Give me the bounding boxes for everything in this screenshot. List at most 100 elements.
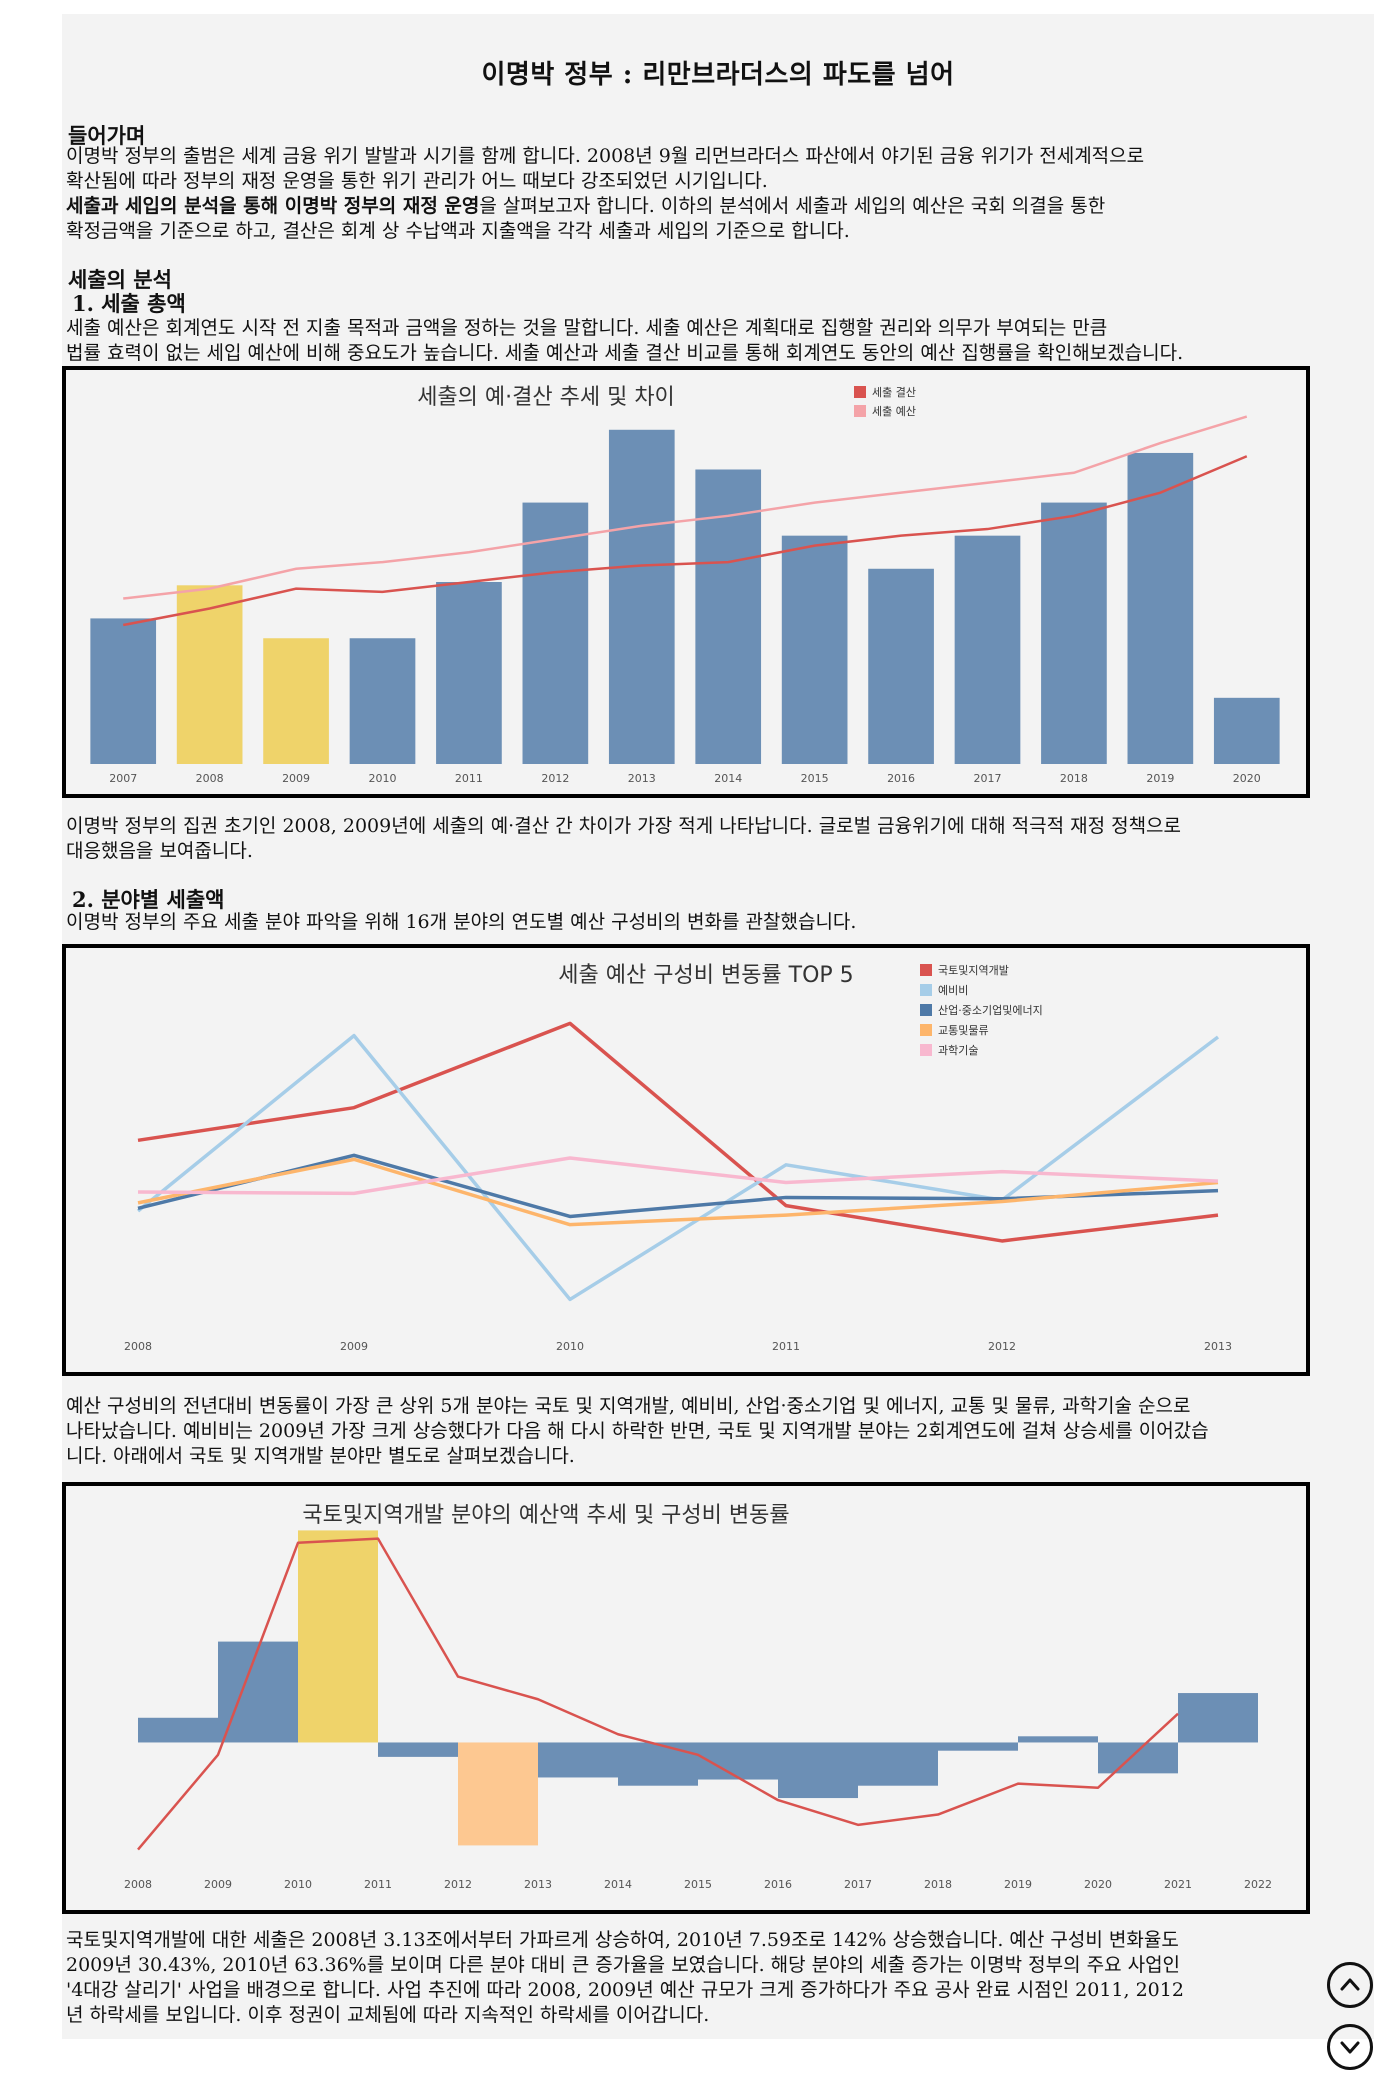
chart3-tick-2020: 2020 xyxy=(1084,1878,1112,1891)
chart1-bar-2019 xyxy=(1127,452,1194,764)
chart1-line-budget xyxy=(123,415,1248,600)
chart1-tick-2017: 2017 xyxy=(974,772,1002,785)
chart3-tick-2016: 2016 xyxy=(764,1878,792,1891)
chart2-legend-label-2: 산업·중소기업및에너지 xyxy=(938,1004,1043,1017)
chart1-bar-2014 xyxy=(695,469,762,764)
chart1-tick-2013: 2013 xyxy=(628,772,656,785)
chart3-tick-2010: 2010 xyxy=(284,1878,312,1891)
chart2-series-line-4 xyxy=(137,1156,1219,1196)
chart1-tick-2011: 2011 xyxy=(455,772,483,785)
chart3-bar-2010 xyxy=(298,1530,378,1743)
chart1-tick-2009: 2009 xyxy=(282,772,310,785)
section-heading-expenditure: 세출의 분석 xyxy=(68,267,172,292)
chart1-tick-2018: 2018 xyxy=(1060,772,1088,785)
chart2-caption: 예산 구성비의 전년대비 변동률이 가장 큰 상위 5개 분야는 국토 및 지역… xyxy=(66,1394,1326,1469)
chart1-tick-2010: 2010 xyxy=(369,772,397,785)
chart2-tick-2013: 2013 xyxy=(1204,1340,1232,1353)
chart1-tick-2015: 2015 xyxy=(801,772,829,785)
chart2-legend-label-3: 교통및물류 xyxy=(938,1024,989,1037)
chart1-caption: 이명박 정부의 집권 초기인 2008, 2009년에 세출의 예·결산 간 차… xyxy=(66,814,1326,864)
chart3-caption: 국토및지역개발에 대한 세출은 2008년 3.13조에서부터 가파르게 상승하… xyxy=(66,1928,1326,2028)
chart2-series-line-2 xyxy=(137,1153,1219,1219)
chart3-bar-2016 xyxy=(778,1742,858,1799)
chart2-legend-label-0: 국토및지역개발 xyxy=(938,964,1009,977)
chart3-tick-2013: 2013 xyxy=(524,1878,552,1891)
intro-line-3: 세출과 세입의 분석을 통해 이명박 정부의 재정 운영을 살펴보고자 합니다.… xyxy=(66,194,1326,219)
intro-paragraph: 이명박 정부의 출범은 세계 금융 위기 발발과 시기를 함께 합니다. 200… xyxy=(66,144,1326,244)
subheading-sector-expenditure: 2. 분야별 세출액 xyxy=(72,887,225,912)
chart2-tick-2010: 2010 xyxy=(556,1340,584,1353)
chart3-ratio-line xyxy=(137,1537,1179,1851)
chart3-bar-2011 xyxy=(378,1742,458,1757)
para-line: 이명박 정부의 주요 세출 분야 파악을 위해 16개 분야의 연도별 예산 구… xyxy=(66,911,857,933)
chart3-bar-2013 xyxy=(538,1742,618,1778)
page-title: 이명박 정부 : 리만브라더스의 파도를 넘어 xyxy=(481,60,955,90)
sector-paragraph: 이명박 정부의 주요 세출 분야 파악을 위해 16개 분야의 연도별 예산 구… xyxy=(66,910,1326,935)
chart3-bar-2020 xyxy=(1098,1742,1178,1774)
chart2-title: 세출 예산 구성비 변동률 TOP 5 xyxy=(558,963,853,988)
page-panel: 이명박 정부 : 리만브라더스의 파도를 넘어 들어가며 이명박 정부의 출범은… xyxy=(62,14,1374,2039)
chart3-tick-2018: 2018 xyxy=(924,1878,952,1891)
total-expenditure-paragraph: 세출 예산은 회계연도 시작 전 지출 목적과 금액을 정하는 것을 말합니다.… xyxy=(66,316,1326,366)
chart1-tick-2020: 2020 xyxy=(1233,772,1261,785)
chart1-tick-2016: 2016 xyxy=(887,772,915,785)
chart1-title: 세출의 예·결산 추세 및 차이 xyxy=(417,385,675,410)
chart2-legend-label-4: 과학기술 xyxy=(938,1044,978,1057)
chart1-bar-2017 xyxy=(954,535,1021,764)
chart3-tick-2021: 2021 xyxy=(1164,1878,1192,1891)
chart3-bar-2021 xyxy=(1178,1693,1258,1743)
intro-line-2: 확산됨에 따라 정부의 재정 운영을 통한 위기 관리가 어느 때보다 강조되었… xyxy=(66,170,768,192)
chart3-tick-2009: 2009 xyxy=(204,1878,232,1891)
chevron-down-icon xyxy=(1340,2041,1360,2054)
chart1-legend-label-1: 세출 예산 xyxy=(872,405,916,418)
chart2-legend-swatch-1 xyxy=(920,984,932,996)
chart1-legend-label-0: 세출 결산 xyxy=(872,386,916,399)
chart1-bar-2011 xyxy=(436,582,502,764)
chart1-bar-2020 xyxy=(1213,697,1280,764)
chart3-bar-2008 xyxy=(138,1717,218,1743)
chart1-bar-2013 xyxy=(608,429,675,764)
chart2-tick-2011: 2011 xyxy=(772,1340,800,1353)
chart3-tick-2012: 2012 xyxy=(444,1878,472,1891)
chart1-bar-2008 xyxy=(176,585,243,764)
scroll-up-button[interactable] xyxy=(1327,1962,1373,2008)
chart1-tick-2014: 2014 xyxy=(714,772,742,785)
chart3-bar-2009 xyxy=(218,1641,298,1743)
chart2-svg: 세출 예산 구성비 변동률 TOP 5 2008 2009 2010 2011 2012 2… xyxy=(124,963,1232,1353)
para-line: 년 하락세를 보입니다. 이후 정권이 교체됨에 따라 지속적인 하락세를 이어… xyxy=(66,2004,710,2026)
chart1-tick-2007: 2007 xyxy=(109,772,137,785)
chart1-box: 세출의 예·결산 추세 및 차이 2007 2008 2009 2010 2011 2012… xyxy=(62,366,1310,798)
chart1-tick-2008: 2008 xyxy=(196,772,224,785)
intro-line-4: 확정금액을 기준으로 하고, 결산은 회계 상 수납액과 지출액을 각각 세출과… xyxy=(66,220,850,242)
chart1-bar-2015 xyxy=(781,535,848,764)
chart3-tick-2015: 2015 xyxy=(684,1878,712,1891)
intro-heading: 들어가며 xyxy=(68,123,146,148)
intro-line-3-rest: 을 살펴보고자 합니다. 이하의 분석에서 세출과 세입의 예산은 국회 의결을… xyxy=(479,195,1106,217)
para-line: 대응했음을 보여줍니다. xyxy=(66,840,253,862)
para-line: '4대강 살리기' 사업을 배경으로 합니다. 사업 추진에 따라 2008, … xyxy=(66,1979,1184,2001)
chart1-bar-2009 xyxy=(263,638,329,764)
chart3-bar-2019 xyxy=(1018,1736,1098,1743)
chart3-tick-2011: 2011 xyxy=(364,1878,392,1891)
chart3-bar-2012 xyxy=(458,1742,538,1846)
intro-bold-text: 세출과 세입의 분석을 통해 이명박 정부의 재정 운영 xyxy=(66,195,480,217)
chart1-bar-2010 xyxy=(349,638,416,764)
chart1-line-settlement xyxy=(122,455,1248,627)
para-line: 2009년 30.43%, 2010년 63.36%를 보이며 다른 분야 대비… xyxy=(66,1954,1181,1976)
chart2-legend-label-1: 예비비 xyxy=(938,984,968,997)
para-line: 나타났습니다. 예비비는 2009년 가장 크게 상승했다가 다음 해 다시 하… xyxy=(66,1420,1209,1442)
para-line: 예산 구성비의 전년대비 변동률이 가장 큰 상위 5개 분야는 국토 및 지역… xyxy=(66,1395,1191,1417)
chevron-up-icon xyxy=(1340,1978,1360,1991)
scroll-down-button[interactable] xyxy=(1327,2024,1373,2070)
para-line: 니다. 아래에서 국토 및 지역개발 분야만 별도로 살펴보겠습니다. xyxy=(66,1445,575,1467)
chart3-tick-2019: 2019 xyxy=(1004,1878,1032,1891)
chart1-svg: 세출의 예·결산 추세 및 차이 2007 2008 2009 2010 2011 2012… xyxy=(90,385,1280,785)
chart3-tick-2022: 2022 xyxy=(1244,1878,1272,1891)
para-line: 세출 예산은 회계연도 시작 전 지출 목적과 금액을 정하는 것을 말합니다.… xyxy=(66,317,1108,339)
chart2-tick-2012: 2012 xyxy=(988,1340,1016,1353)
chart3-title: 국토및지역개발 분야의 예산액 추세 및 구성비 변동률 xyxy=(302,1503,789,1528)
chart2-legend-swatch-4 xyxy=(920,1044,932,1056)
para-line: 국토및지역개발에 대한 세출은 2008년 3.13조에서부터 가파르게 상승하… xyxy=(66,1929,1179,1951)
chart2-legend-swatch-3 xyxy=(920,1024,932,1036)
subheading-total-expenditure: 1. 세출 총액 xyxy=(72,291,186,316)
